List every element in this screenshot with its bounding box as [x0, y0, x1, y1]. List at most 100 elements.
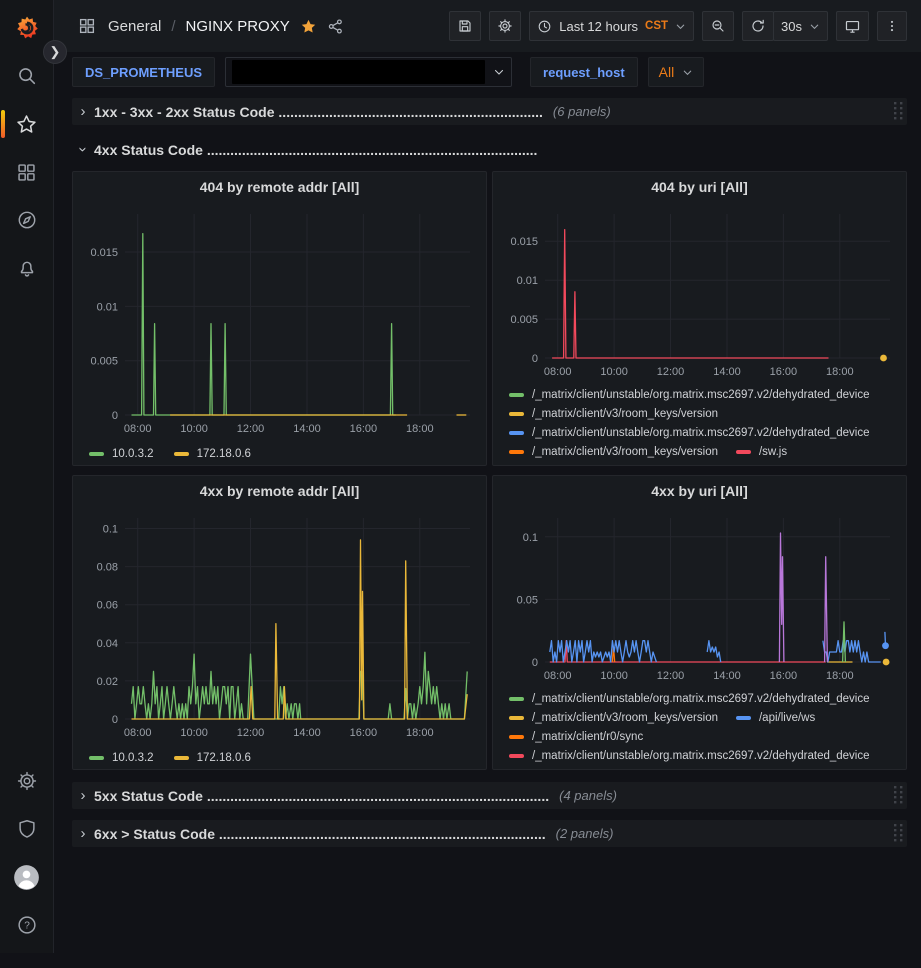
- legend-series-swatch: [735, 716, 751, 720]
- legend-item[interactable]: 10.0.3.2: [89, 448, 154, 460]
- svg-text:16:00: 16:00: [770, 670, 798, 682]
- legend-series-label[interactable]: /_matrix/client/v3/room_keys/version: [532, 712, 718, 724]
- chevron-down-icon: [683, 70, 692, 75]
- apps-grid-icon: [76, 15, 98, 37]
- search-icon[interactable]: [8, 56, 46, 96]
- refresh-interval-dropdown[interactable]: 30s: [773, 11, 828, 41]
- refresh-button[interactable]: [742, 11, 775, 41]
- breadcrumb-folder[interactable]: General: [108, 17, 162, 35]
- timeseries-chart[interactable]: 0 0.005 0.01 0.015 08:00 10:00 12:00 14:00 16:00…: [501, 202, 898, 382]
- dashboard-settings-button[interactable]: [489, 11, 522, 41]
- grafana-logo[interactable]: [8, 8, 46, 48]
- svg-text:0.1: 0.1: [523, 532, 538, 544]
- svg-text:0.08: 0.08: [97, 562, 118, 574]
- legend-item[interactable]: /sw.js: [735, 446, 788, 458]
- legend-item[interactable]: /_matrix/client/v3/room_keys/version: [509, 408, 718, 420]
- legend-series-label[interactable]: /_matrix/client/r0/sync: [532, 731, 644, 743]
- legend-series-label[interactable]: 10.0.3.2: [112, 751, 154, 764]
- dashboards-icon[interactable]: [8, 152, 46, 192]
- row-collapse-chevron[interactable]: ›: [74, 147, 92, 152]
- favorite-star-icon[interactable]: [300, 18, 317, 35]
- svg-text:0.015: 0.015: [90, 247, 118, 259]
- datasource-variable-select[interactable]: [225, 57, 513, 87]
- svg-text:16:00: 16:00: [770, 366, 798, 378]
- configuration-gear-icon[interactable]: [8, 761, 46, 801]
- svg-text:0: 0: [532, 353, 538, 365]
- time-range-picker[interactable]: Last 12 hours CST: [529, 11, 695, 41]
- row-4xx[interactable]: › 4xx Status Code ......................…: [72, 136, 907, 163]
- timeseries-chart[interactable]: 0 0.05 0.1 08:00 10:00 12:00 14:00 16:00 18:00: [501, 506, 898, 686]
- svg-text:14:00: 14:00: [713, 366, 741, 378]
- legend-item[interactable]: /_matrix/client/unstable/org.matrix.msc2…: [509, 389, 870, 401]
- save-dashboard-button[interactable]: [449, 11, 482, 41]
- time-range-label: Last 12 hours: [559, 18, 639, 34]
- panel-title[interactable]: 4xx by remote addr [All]: [199, 483, 360, 499]
- legend-series-swatch: [509, 754, 524, 758]
- svg-text:08:00: 08:00: [544, 670, 572, 682]
- zoom-out-button[interactable]: [702, 11, 735, 41]
- row-6xx[interactable]: › 6xx > Status Code ....................…: [72, 820, 907, 847]
- svg-text:0: 0: [532, 657, 538, 669]
- legend-series-swatch: [509, 393, 524, 397]
- legend-series-swatch: [509, 697, 524, 701]
- help-icon[interactable]: ?: [8, 905, 46, 945]
- row-collapse-chevron[interactable]: ›: [80, 825, 86, 842]
- user-avatar[interactable]: [8, 857, 46, 897]
- timeseries-chart[interactable]: 0 0.005 0.01 0.015 08:00 10:00 12:00 14:00 16:00…: [81, 202, 478, 439]
- legend-series-label[interactable]: 172.18.0.6: [196, 751, 251, 764]
- legend-item[interactable]: /_matrix/client/unstable/org.matrix.msc2…: [509, 427, 870, 439]
- chevron-down-icon: [810, 24, 819, 29]
- legend-series-label[interactable]: /_matrix/client/unstable/org.matrix.msc2…: [532, 389, 870, 401]
- panel-404-by-uri: 404 by uri [All] 0 0.005 0.01 0.015 08:00 10:…: [492, 171, 907, 466]
- svg-text:08:00: 08:00: [544, 366, 572, 378]
- timeseries-chart[interactable]: 0 0.02 0.04 0.06 0.08 0.1 08:00 10:00 12:00 14:00…: [81, 506, 478, 743]
- server-admin-shield-icon[interactable]: [8, 809, 46, 849]
- row-collapse-chevron[interactable]: ›: [80, 103, 86, 120]
- breadcrumb-dashboard-title[interactable]: NGINX PROXY: [185, 17, 290, 35]
- svg-text:0.04: 0.04: [97, 638, 118, 650]
- legend-series-label[interactable]: /_matrix/client/v3/room_keys/version: [532, 446, 718, 458]
- row-1xx-3xx-2xx[interactable]: › 1xx - 3xx - 2xx Status Code ..........…: [72, 98, 907, 125]
- kebab-menu-button[interactable]: [877, 11, 907, 41]
- legend-item[interactable]: 10.0.3.2: [89, 752, 154, 764]
- row-drag-handle[interactable]: [894, 102, 903, 125]
- panel-title[interactable]: 4xx by uri [All]: [651, 483, 748, 499]
- starred-icon[interactable]: [0, 104, 46, 144]
- svg-text:14:00: 14:00: [293, 727, 321, 739]
- legend-series-swatch: [509, 450, 524, 454]
- panel-title[interactable]: 404 by remote addr [All]: [199, 179, 360, 195]
- row-drag-handle[interactable]: [894, 786, 903, 809]
- row-panel-count: (2 panels): [555, 826, 614, 841]
- request-host-variable-select[interactable]: All: [647, 57, 705, 87]
- legend-item[interactable]: /_matrix/client/unstable/org.matrix.msc2…: [509, 750, 870, 762]
- tv-mode-button[interactable]: [836, 11, 869, 41]
- legend-series-label[interactable]: /_matrix/client/unstable/org.matrix.msc2…: [532, 693, 870, 705]
- legend-series-label[interactable]: /sw.js: [758, 446, 788, 458]
- legend-series-label[interactable]: /api/live/ws: [758, 712, 816, 724]
- legend-item[interactable]: /_matrix/client/unstable/org.matrix.msc2…: [509, 693, 870, 705]
- row-5xx[interactable]: › 5xx Status Code ......................…: [72, 782, 907, 809]
- legend-item[interactable]: /api/live/ws: [735, 712, 816, 724]
- legend-series-label[interactable]: /_matrix/client/v3/room_keys/version: [532, 408, 718, 420]
- alerting-bell-icon[interactable]: [8, 248, 46, 288]
- legend-series-label[interactable]: /_matrix/client/unstable/org.matrix.msc2…: [532, 427, 870, 439]
- legend-series-label[interactable]: 172.18.0.6: [196, 447, 251, 460]
- svg-text:14:00: 14:00: [293, 423, 321, 435]
- svg-text:08:00: 08:00: [124, 727, 152, 739]
- legend-item[interactable]: /_matrix/client/v3/room_keys/version: [509, 712, 718, 724]
- panel-title[interactable]: 404 by uri [All]: [651, 179, 748, 195]
- sidebar-expand-chevron[interactable]: ❯: [43, 40, 67, 64]
- svg-text:0.1: 0.1: [103, 524, 118, 536]
- row-collapse-chevron[interactable]: ›: [80, 787, 86, 804]
- row-title: 1xx - 3xx - 2xx Status Code ............…: [94, 103, 543, 120]
- share-icon[interactable]: [327, 18, 344, 35]
- row-drag-handle[interactable]: [894, 824, 903, 847]
- legend-item[interactable]: /_matrix/client/v3/room_keys/version: [509, 446, 718, 458]
- refresh-interval-value: 30s: [781, 18, 802, 34]
- legend-item[interactable]: 172.18.0.6: [173, 447, 251, 460]
- explore-compass-icon[interactable]: [8, 200, 46, 240]
- legend-item[interactable]: /_matrix/client/r0/sync: [509, 731, 643, 743]
- legend-series-label[interactable]: 10.0.3.2: [112, 447, 154, 460]
- legend-series-label[interactable]: /_matrix/client/unstable/org.matrix.msc2…: [532, 750, 870, 762]
- legend-item[interactable]: 172.18.0.6: [173, 751, 251, 764]
